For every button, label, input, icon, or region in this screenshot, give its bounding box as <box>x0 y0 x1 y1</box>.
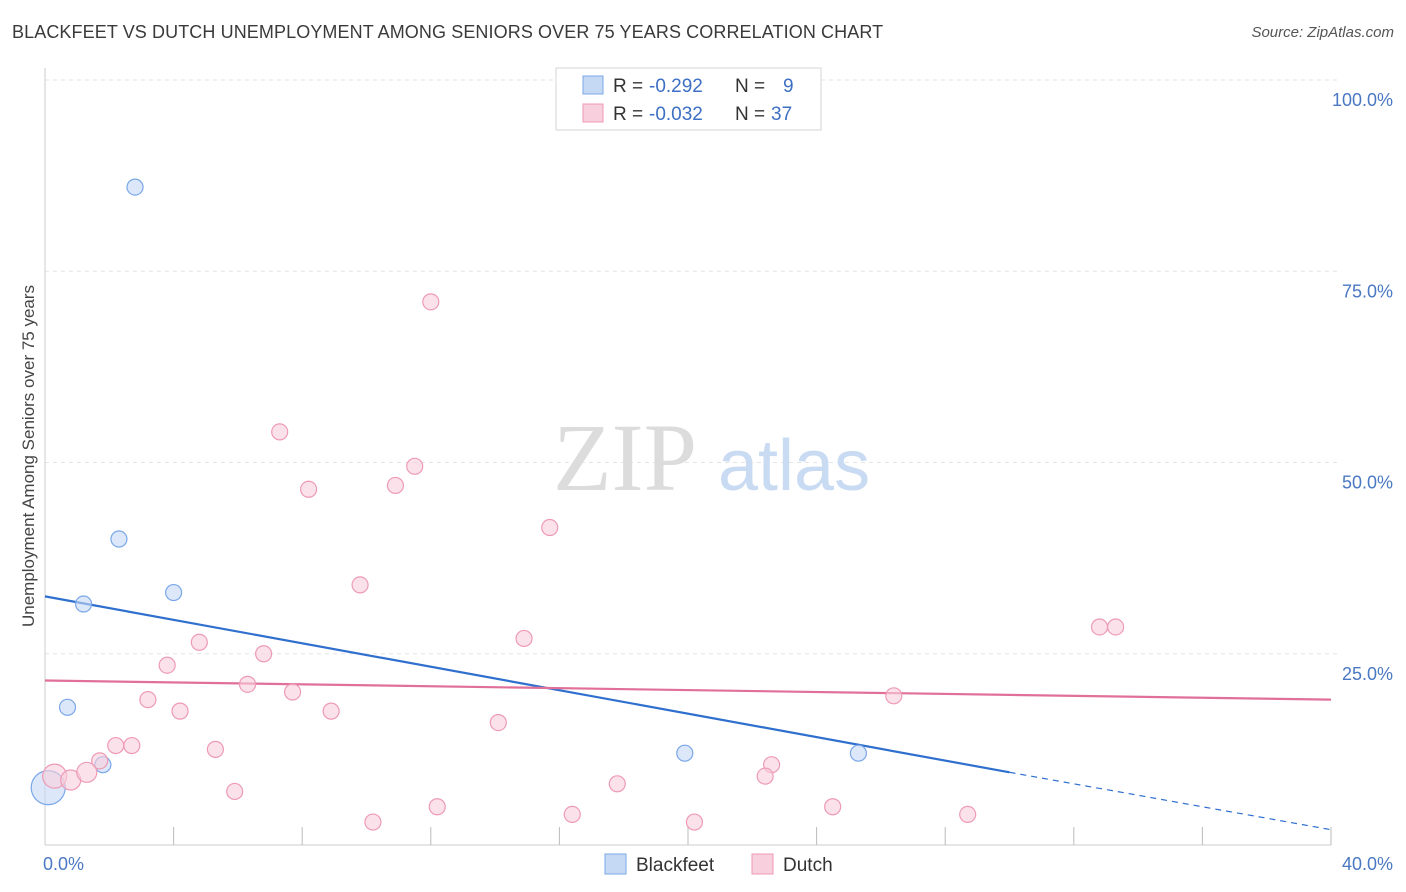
watermark: ZIP atlas <box>553 404 870 511</box>
dutch-point-8 <box>1090 618 1109 636</box>
stats-r-value-1: -0.032 <box>649 104 703 125</box>
blackfeet-point-7 <box>676 744 694 762</box>
dutch-point-20 <box>107 736 125 755</box>
dutch-point-22 <box>206 740 224 758</box>
y-tick-label-0: 25.0% <box>1342 664 1393 684</box>
dutch-point-17 <box>171 702 189 720</box>
dutch-point-18 <box>322 702 340 720</box>
blackfeet-point-3 <box>74 595 93 613</box>
gridlines <box>45 79 1341 655</box>
dutch-point-31 <box>428 798 446 816</box>
blackfeet-trend-extension <box>1009 771 1332 831</box>
y-tick-label-2: 75.0% <box>1342 281 1393 301</box>
data-points <box>30 178 1125 831</box>
x-tick-labels: 0.0% 40.0% <box>43 854 1393 874</box>
blackfeet-point-4 <box>58 698 77 716</box>
dutch-point-6 <box>351 576 369 594</box>
y-tick-label-3: 100.0% <box>1332 90 1393 110</box>
dutch-point-16 <box>885 687 903 705</box>
dutch-point-11 <box>255 645 273 663</box>
y-tick-labels: 25.0% 50.0% 75.0% 100.0% <box>1332 90 1393 684</box>
dutch-point-30 <box>226 782 244 801</box>
dutch-point-36 <box>685 813 704 831</box>
dutch-point-14 <box>283 683 302 701</box>
legend-label-dutch: Dutch <box>783 855 833 876</box>
trend-lines <box>44 595 1332 831</box>
blackfeet-point-0 <box>126 178 144 196</box>
chart-title: BLACKFEET VS DUTCH UNEMPLOYMENT AMONG SE… <box>12 22 884 42</box>
dutch-point-21 <box>123 736 141 755</box>
dutch-point-2 <box>406 457 424 475</box>
stats-n-label-0: N = <box>735 76 765 97</box>
dutch-trend-line <box>44 679 1332 701</box>
stats-legend-swatch-blackfeet <box>582 75 604 95</box>
series-legend: Blackfeet Dutch <box>604 853 833 876</box>
dutch-point-3 <box>300 480 318 498</box>
y-tick-label-1: 50.0% <box>1342 473 1393 493</box>
dutch-point-12 <box>158 656 176 674</box>
stats-n-value-0: 9 <box>783 76 794 97</box>
dutch-point-4 <box>386 476 405 495</box>
stats-n-label-1: N = <box>735 104 765 125</box>
legend-label-blackfeet: Blackfeet <box>636 855 715 876</box>
stats-r-value-0: -0.292 <box>649 76 703 97</box>
dutch-point-29 <box>608 775 626 793</box>
dutch-point-23 <box>91 752 109 770</box>
watermark-atlas: atlas <box>718 426 870 506</box>
dutch-point-34 <box>959 805 977 824</box>
dutch-point-13 <box>238 675 257 693</box>
dutch-point-26 <box>76 761 98 783</box>
dutch-point-32 <box>824 798 842 816</box>
dutch-point-10 <box>190 633 208 651</box>
dutch-point-7 <box>515 629 533 648</box>
chart-source: Source: ZipAtlas.com <box>1251 24 1394 41</box>
axes <box>44 68 1332 846</box>
stats-r-label-1: R = <box>613 104 643 125</box>
dutch-point-0 <box>422 293 440 311</box>
legend-swatch-dutch <box>751 853 774 875</box>
stats-r-label-0: R = <box>613 76 643 97</box>
stats-legend-swatch-dutch <box>582 103 604 123</box>
stats-legend: R = -0.292 N = 9 R = -0.032 N = 37 <box>555 67 822 131</box>
legend-swatch-blackfeet <box>604 853 627 875</box>
blackfeet-point-2 <box>165 583 183 602</box>
blackfeet-trend-line <box>44 595 1010 774</box>
x-tick-label-1: 40.0% <box>1342 854 1393 874</box>
y-axis-label: Unemployment Among Seniors over 75 years <box>19 285 38 627</box>
dutch-point-15 <box>139 691 157 709</box>
watermark-zip: ZIP <box>553 404 697 511</box>
x-tick-label-0: 0.0% <box>43 854 84 874</box>
dutch-point-9 <box>1106 618 1125 636</box>
dutch-point-28 <box>756 767 774 785</box>
stats-n-value-1: 37 <box>771 104 792 125</box>
dutch-point-5 <box>541 518 559 537</box>
dutch-point-19 <box>489 713 507 732</box>
dutch-point-35 <box>364 813 382 831</box>
dutch-point-33 <box>563 805 581 824</box>
dutch-point-1 <box>271 423 289 441</box>
blackfeet-point-1 <box>110 530 128 548</box>
blackfeet-point-8 <box>849 744 867 762</box>
